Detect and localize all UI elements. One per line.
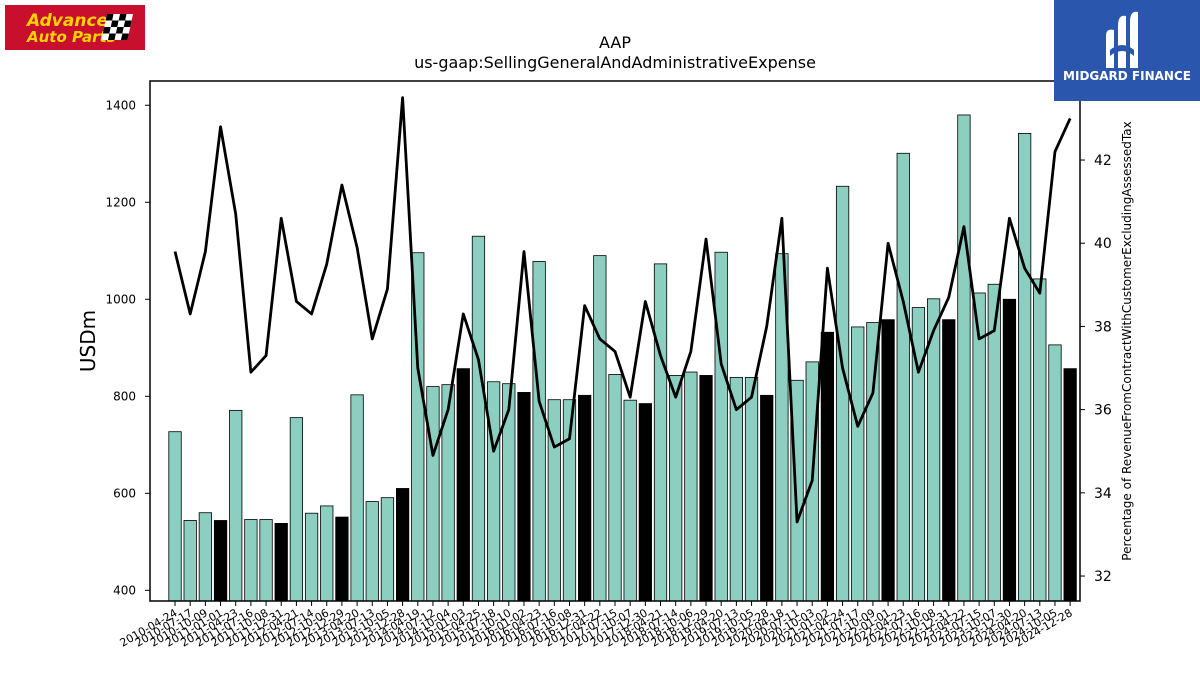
bar xyxy=(168,431,182,602)
bar xyxy=(426,386,440,602)
bar xyxy=(593,255,607,602)
chart-subtitle: us-gaap:SellingGeneralAndAdministrativeE… xyxy=(414,53,816,72)
bar xyxy=(866,322,880,602)
y-tick-label: 1000 xyxy=(105,292,136,306)
y2-tick-label: 42 xyxy=(1094,153,1112,169)
x-axis: 2010-04-242010-07-172010-10-092011-01-01… xyxy=(118,601,1075,650)
bar xyxy=(638,403,652,602)
bar xyxy=(289,417,304,602)
plot-frame xyxy=(149,80,1081,602)
y2-tick-label: 32 xyxy=(1094,569,1112,585)
bar xyxy=(699,375,713,602)
bar xyxy=(578,394,592,602)
bar xyxy=(881,319,895,602)
bar xyxy=(1048,344,1062,602)
bar xyxy=(335,516,349,602)
bar xyxy=(229,409,243,602)
bar xyxy=(896,152,910,602)
bar xyxy=(274,522,288,602)
bar xyxy=(502,383,516,602)
bar xyxy=(669,375,683,602)
bar xyxy=(380,497,395,602)
bar xyxy=(1018,132,1032,602)
y2-tick-label: 36 xyxy=(1094,403,1112,419)
bar xyxy=(1002,298,1017,602)
bar xyxy=(350,394,364,602)
y2-tick-label: 40 xyxy=(1094,236,1112,252)
y-tick-label: 800 xyxy=(113,389,136,403)
bar xyxy=(183,520,197,602)
y-axis: 400 600 800 1000 1200 1400 xyxy=(105,98,150,597)
bar xyxy=(487,381,501,602)
bar xyxy=(653,263,668,602)
bar xyxy=(942,319,956,602)
bar xyxy=(198,512,212,602)
bar xyxy=(213,520,228,602)
y2-tick-label: 34 xyxy=(1094,486,1112,502)
logo-text: MIDGARD FINANCE xyxy=(1063,69,1191,83)
bar xyxy=(608,374,622,602)
bar xyxy=(259,519,273,602)
advance-auto-parts-logo: Advance Auto Parts xyxy=(5,5,145,50)
bar xyxy=(456,368,470,602)
pct-line xyxy=(173,96,1072,524)
bar xyxy=(851,326,865,602)
y2-tick-label: 38 xyxy=(1094,319,1112,335)
bar xyxy=(1063,368,1077,602)
bar xyxy=(684,371,698,602)
bar xyxy=(304,512,319,602)
bar xyxy=(320,505,334,602)
y-axis-label: USDm xyxy=(76,310,100,372)
y-tick-label: 1400 xyxy=(105,98,136,112)
y2-axis: 32 34 36 38 40 42 xyxy=(1080,153,1112,585)
bar xyxy=(957,114,971,602)
bar xyxy=(517,392,531,602)
bar xyxy=(623,399,637,602)
bar xyxy=(441,384,455,602)
bar xyxy=(365,501,379,602)
checkered-flag-icon xyxy=(101,14,133,40)
bar xyxy=(1033,278,1047,602)
bar xyxy=(395,488,410,602)
y2-axis-label: Percentage of RevenueFromContractWithCus… xyxy=(1120,121,1134,560)
bar xyxy=(760,394,774,602)
chart-title: AAP xyxy=(599,33,631,52)
bar xyxy=(714,251,728,602)
y-tick-label: 1200 xyxy=(105,195,136,209)
bar xyxy=(744,376,759,602)
logo-text-line2: Auto Parts xyxy=(26,28,116,46)
bar xyxy=(835,185,850,602)
pct-line-series xyxy=(173,96,1072,524)
midgard-mark-icon xyxy=(1106,11,1138,69)
midgard-finance-logo: MIDGARD FINANCE xyxy=(1054,0,1200,101)
bar xyxy=(471,235,486,602)
y-tick-label: 600 xyxy=(113,486,136,500)
y-tick-label: 400 xyxy=(113,583,136,597)
bar-series xyxy=(168,114,1077,602)
bar xyxy=(820,331,835,602)
logo-text-line1: Advance xyxy=(25,11,108,31)
bar xyxy=(532,261,546,602)
bar xyxy=(244,519,258,602)
